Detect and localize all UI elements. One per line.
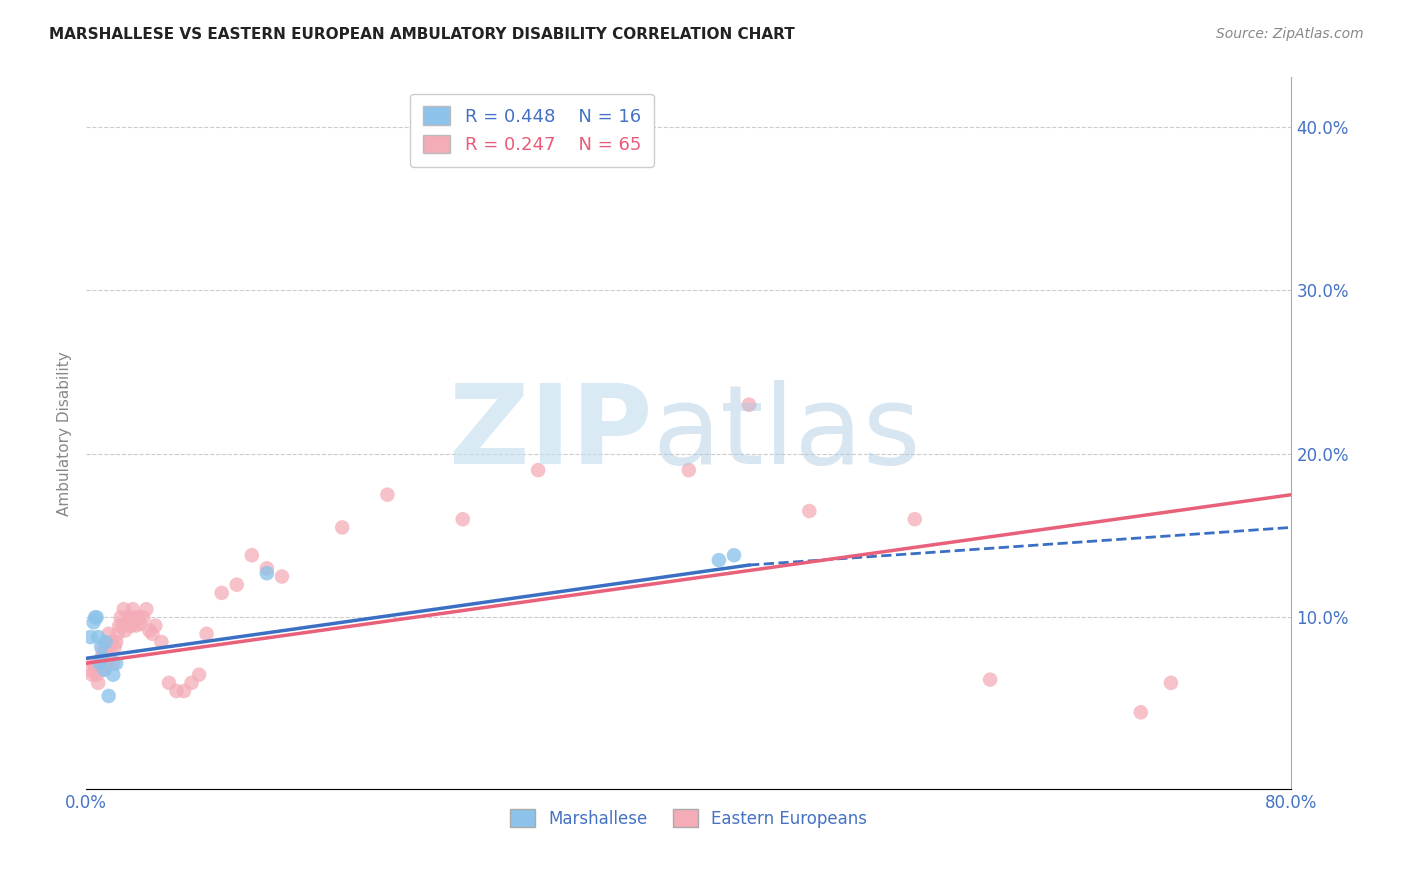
Point xyxy=(738,398,761,412)
Point xyxy=(111,618,134,632)
Point xyxy=(91,647,114,661)
Point xyxy=(330,520,353,534)
Point xyxy=(118,618,141,632)
Point xyxy=(110,610,132,624)
Point xyxy=(103,667,125,681)
Point xyxy=(94,635,117,649)
Point xyxy=(128,610,150,624)
Point xyxy=(979,673,1001,687)
Point xyxy=(83,657,105,671)
Point xyxy=(94,651,117,665)
Point xyxy=(97,689,120,703)
Point xyxy=(82,667,104,681)
Point xyxy=(132,610,155,624)
Point xyxy=(1160,676,1182,690)
Point xyxy=(150,635,173,649)
Text: Source: ZipAtlas.com: Source: ZipAtlas.com xyxy=(1216,27,1364,41)
Point xyxy=(89,657,111,671)
Point xyxy=(120,618,142,632)
Point xyxy=(256,566,278,581)
Point xyxy=(96,657,118,671)
Point xyxy=(84,610,107,624)
Point xyxy=(86,667,108,681)
Point xyxy=(91,651,114,665)
Point xyxy=(271,569,294,583)
Point xyxy=(195,627,218,641)
Point xyxy=(84,659,107,673)
Point xyxy=(83,615,105,630)
Point xyxy=(117,610,139,624)
Point xyxy=(678,463,700,477)
Point xyxy=(166,684,188,698)
Text: ZIP: ZIP xyxy=(450,380,652,487)
Point xyxy=(103,657,125,671)
Point xyxy=(90,640,112,654)
Point xyxy=(1129,706,1152,720)
Point xyxy=(135,602,157,616)
Point xyxy=(108,618,131,632)
Y-axis label: Ambulatory Disability: Ambulatory Disability xyxy=(58,351,72,516)
Point xyxy=(240,548,263,562)
Point xyxy=(93,640,115,654)
Point xyxy=(707,553,730,567)
Point xyxy=(180,676,202,690)
Point xyxy=(79,630,101,644)
Point xyxy=(527,463,550,477)
Point xyxy=(104,640,127,654)
Point xyxy=(904,512,927,526)
Point xyxy=(87,630,110,644)
Point xyxy=(451,512,474,526)
Point xyxy=(129,617,152,632)
Point xyxy=(145,618,167,632)
Point xyxy=(157,676,180,690)
Point xyxy=(115,618,138,632)
Point xyxy=(105,657,128,671)
Point xyxy=(107,627,129,641)
Text: atlas: atlas xyxy=(652,380,921,487)
Point xyxy=(90,657,112,671)
Text: MARSHALLESE VS EASTERN EUROPEAN AMBULATORY DISABILITY CORRELATION CHART: MARSHALLESE VS EASTERN EUROPEAN AMBULATO… xyxy=(49,27,794,42)
Point xyxy=(94,659,117,673)
Point xyxy=(256,561,278,575)
Point xyxy=(86,610,108,624)
Point xyxy=(90,651,112,665)
Point xyxy=(188,667,211,681)
Point xyxy=(138,624,160,638)
Point xyxy=(121,602,143,616)
Point xyxy=(89,659,111,673)
Point xyxy=(211,586,233,600)
Point xyxy=(97,651,120,665)
Point xyxy=(93,663,115,677)
Point xyxy=(225,577,247,591)
Point xyxy=(97,627,120,641)
Point xyxy=(93,663,115,677)
Point xyxy=(87,676,110,690)
Point xyxy=(114,624,136,638)
Point xyxy=(124,610,146,624)
Point xyxy=(799,504,821,518)
Point xyxy=(98,640,121,654)
Point xyxy=(377,488,399,502)
Point xyxy=(112,602,135,616)
Point xyxy=(100,635,122,649)
Point xyxy=(173,684,195,698)
Point xyxy=(125,618,148,632)
Point xyxy=(141,627,163,641)
Point xyxy=(79,663,101,677)
Point xyxy=(723,548,745,562)
Point xyxy=(105,635,128,649)
Legend: Marshallese, Eastern Europeans: Marshallese, Eastern Europeans xyxy=(503,803,875,834)
